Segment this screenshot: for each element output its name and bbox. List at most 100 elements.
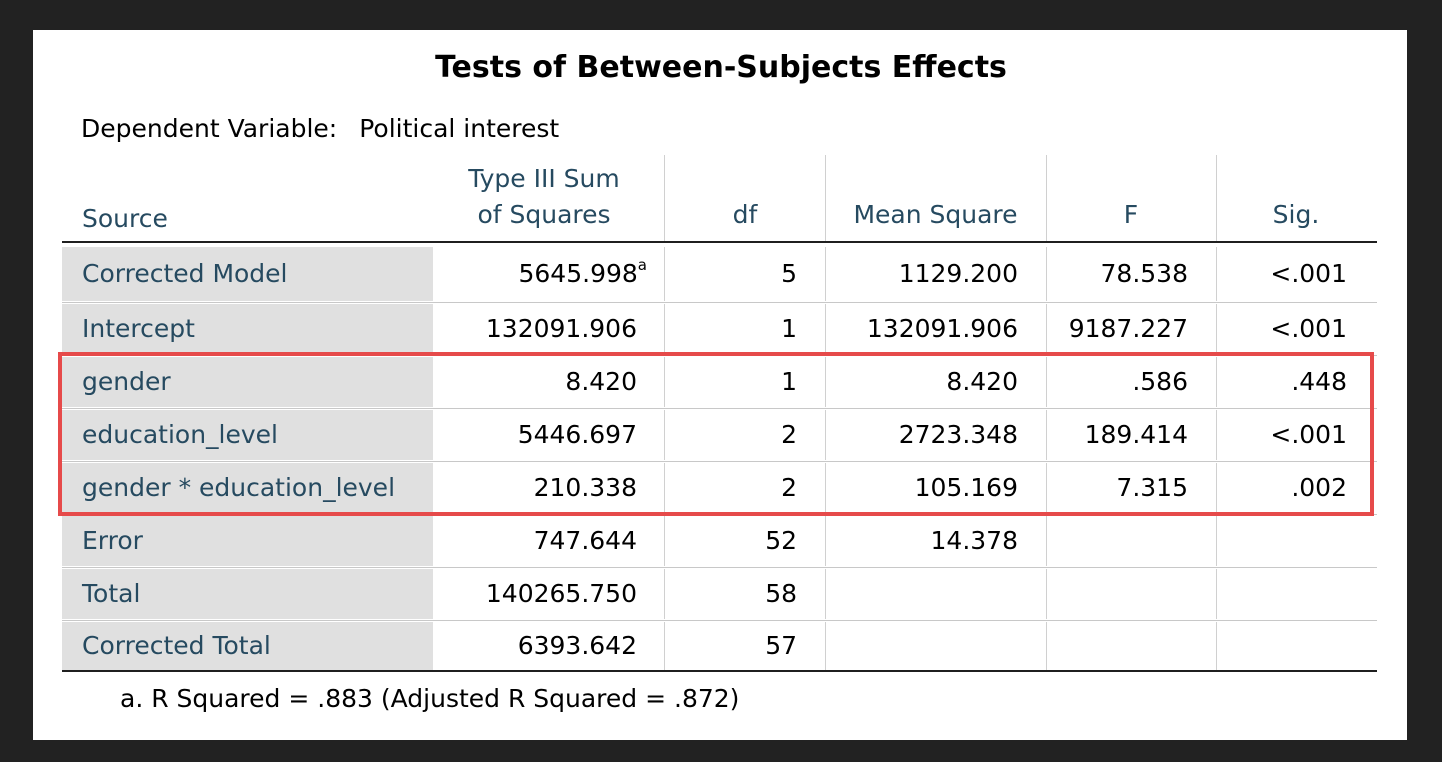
header-df: df [732,200,758,229]
header-divider [664,155,665,243]
column-divider [664,569,665,619]
column-divider [664,410,665,460]
cell-mean-square: 14.378 [930,526,1018,555]
cell-sum-of-squares: 5645.998a [433,247,665,301]
header-divider [1046,155,1047,243]
cell-sum-of-squares: 8.420 [565,367,637,396]
cell-df: 5 [781,259,797,288]
row-divider [62,567,1377,568]
column-divider [1046,463,1047,513]
column-divider [664,622,665,670]
row-source-label: Corrected Model [62,247,433,301]
cell-mean-square: 132091.906 [866,314,1018,343]
column-divider [664,247,665,301]
column-divider [664,357,665,407]
cell-df: 2 [781,473,797,502]
row-divider [62,514,1377,515]
cell-mean-square [825,622,1046,670]
cell-sig [1216,569,1377,619]
cell-sig: <.001 [1270,420,1347,449]
cell-f: 7.315 [1116,473,1188,502]
column-divider [1046,569,1047,619]
cell-f: 9187.227 [1068,314,1188,343]
cell-df: 1 [781,314,797,343]
column-divider [825,569,826,619]
column-divider [1046,516,1047,566]
cell-sum-of-squares: 210.338 [533,473,637,502]
column-divider [1216,622,1217,670]
row-divider [62,302,1377,303]
row-divider [62,355,1377,356]
column-divider [1046,304,1047,354]
dependent-variable-line: Dependent Variable: Political interest [81,112,559,146]
header-sig: Sig. [1272,200,1320,229]
column-divider [664,463,665,513]
row-source-label: Total [62,569,433,619]
cell-sig: .448 [1291,367,1347,396]
row-source-label: Corrected Total [62,622,433,670]
column-divider [825,516,826,566]
cell-sig [1216,622,1377,670]
cell-mean-square: 105.169 [914,473,1018,502]
cell-sum-of-squares: 132091.906 [485,314,637,343]
footnote-marker: a [637,256,647,274]
bottom-rule [62,670,1377,672]
cell-sig: <.001 [1270,259,1347,288]
row-source-label: gender [62,357,433,407]
column-divider [1046,247,1047,301]
column-divider [664,516,665,566]
cell-value: 5645.998 [518,259,638,288]
cell-f: 78.538 [1100,259,1188,288]
cell-sig [1216,516,1377,566]
column-divider [1216,357,1217,407]
cell-df: 1 [781,367,797,396]
row-source-label: Error [62,516,433,566]
cell-f: 189.414 [1084,420,1188,449]
column-divider [825,357,826,407]
dependent-variable-value: Political interest [359,114,560,143]
column-divider [1216,516,1217,566]
column-divider [825,463,826,513]
column-divider [1046,357,1047,407]
cell-sum-of-squares: 140265.750 [485,579,637,608]
cell-sum-of-squares: 747.644 [533,526,637,555]
cell-sig: <.001 [1270,314,1347,343]
cell-mean-square [825,569,1046,619]
header-f: F [1123,200,1139,229]
column-divider [1216,410,1217,460]
table-title: Tests of Between-Subjects Effects [435,50,1007,85]
cell-f [1046,569,1216,619]
header-mean-square: Mean Square [853,200,1018,229]
cell-sum-of-squares: 6393.642 [517,631,637,660]
column-divider [825,410,826,460]
header-divider [825,155,826,243]
column-divider [825,622,826,670]
column-divider [1216,304,1217,354]
header-source: Source [82,204,168,233]
cell-f [1046,516,1216,566]
cell-df: 58 [765,579,797,608]
dependent-variable-label: Dependent Variable: [81,114,338,143]
column-divider [664,304,665,354]
column-divider [1046,410,1047,460]
header-ss-line1: Type III Sum [468,164,620,193]
footnote: a. R Squared = .883 (Adjusted R Squared … [120,684,740,713]
row-source-label: Intercept [62,304,433,354]
row-divider [62,461,1377,462]
row-divider [62,408,1377,409]
row-source-label: gender * education_level [62,463,433,513]
cell-sig: .002 [1291,473,1347,502]
cell-mean-square: 2723.348 [898,420,1018,449]
cell-f: .586 [1132,367,1188,396]
header-ss-line2: of Squares [477,200,611,229]
cell-df: 57 [765,631,797,660]
column-divider [1216,463,1217,513]
cell-f [1046,622,1216,670]
column-divider [825,247,826,301]
column-divider [1216,247,1217,301]
column-divider [825,304,826,354]
cell-sum-of-squares: 5446.697 [517,420,637,449]
column-divider [1046,622,1047,670]
column-divider [1216,569,1217,619]
header-rule [62,241,1377,243]
